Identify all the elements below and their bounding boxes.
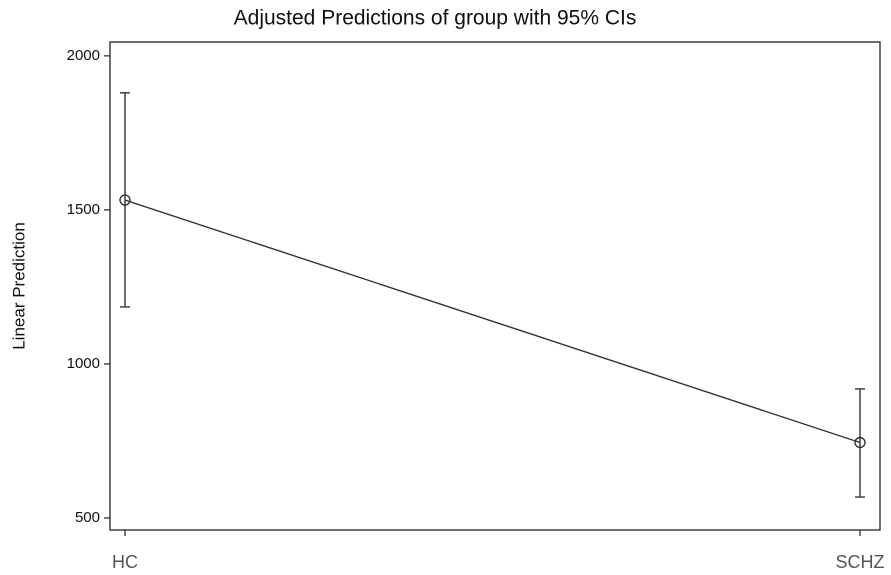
x-tick-label: HC <box>112 552 138 572</box>
y-tick-label: 1500 <box>67 201 100 218</box>
chart-title: Adjusted Predictions of group with 95% C… <box>234 7 637 30</box>
y-axis-label: Linear Prediction <box>9 222 28 350</box>
error-bar <box>855 388 865 498</box>
y-tick-label: 500 <box>75 509 100 526</box>
plot-frame <box>109 41 881 531</box>
x-tick-label: SCHZ <box>836 552 885 572</box>
point <box>854 436 866 449</box>
line <box>124 199 861 444</box>
point <box>119 194 131 206</box>
y-tick-label: 1000 <box>67 355 100 372</box>
y-tick-label: 2000 <box>67 47 100 64</box>
error-bar <box>120 92 130 308</box>
